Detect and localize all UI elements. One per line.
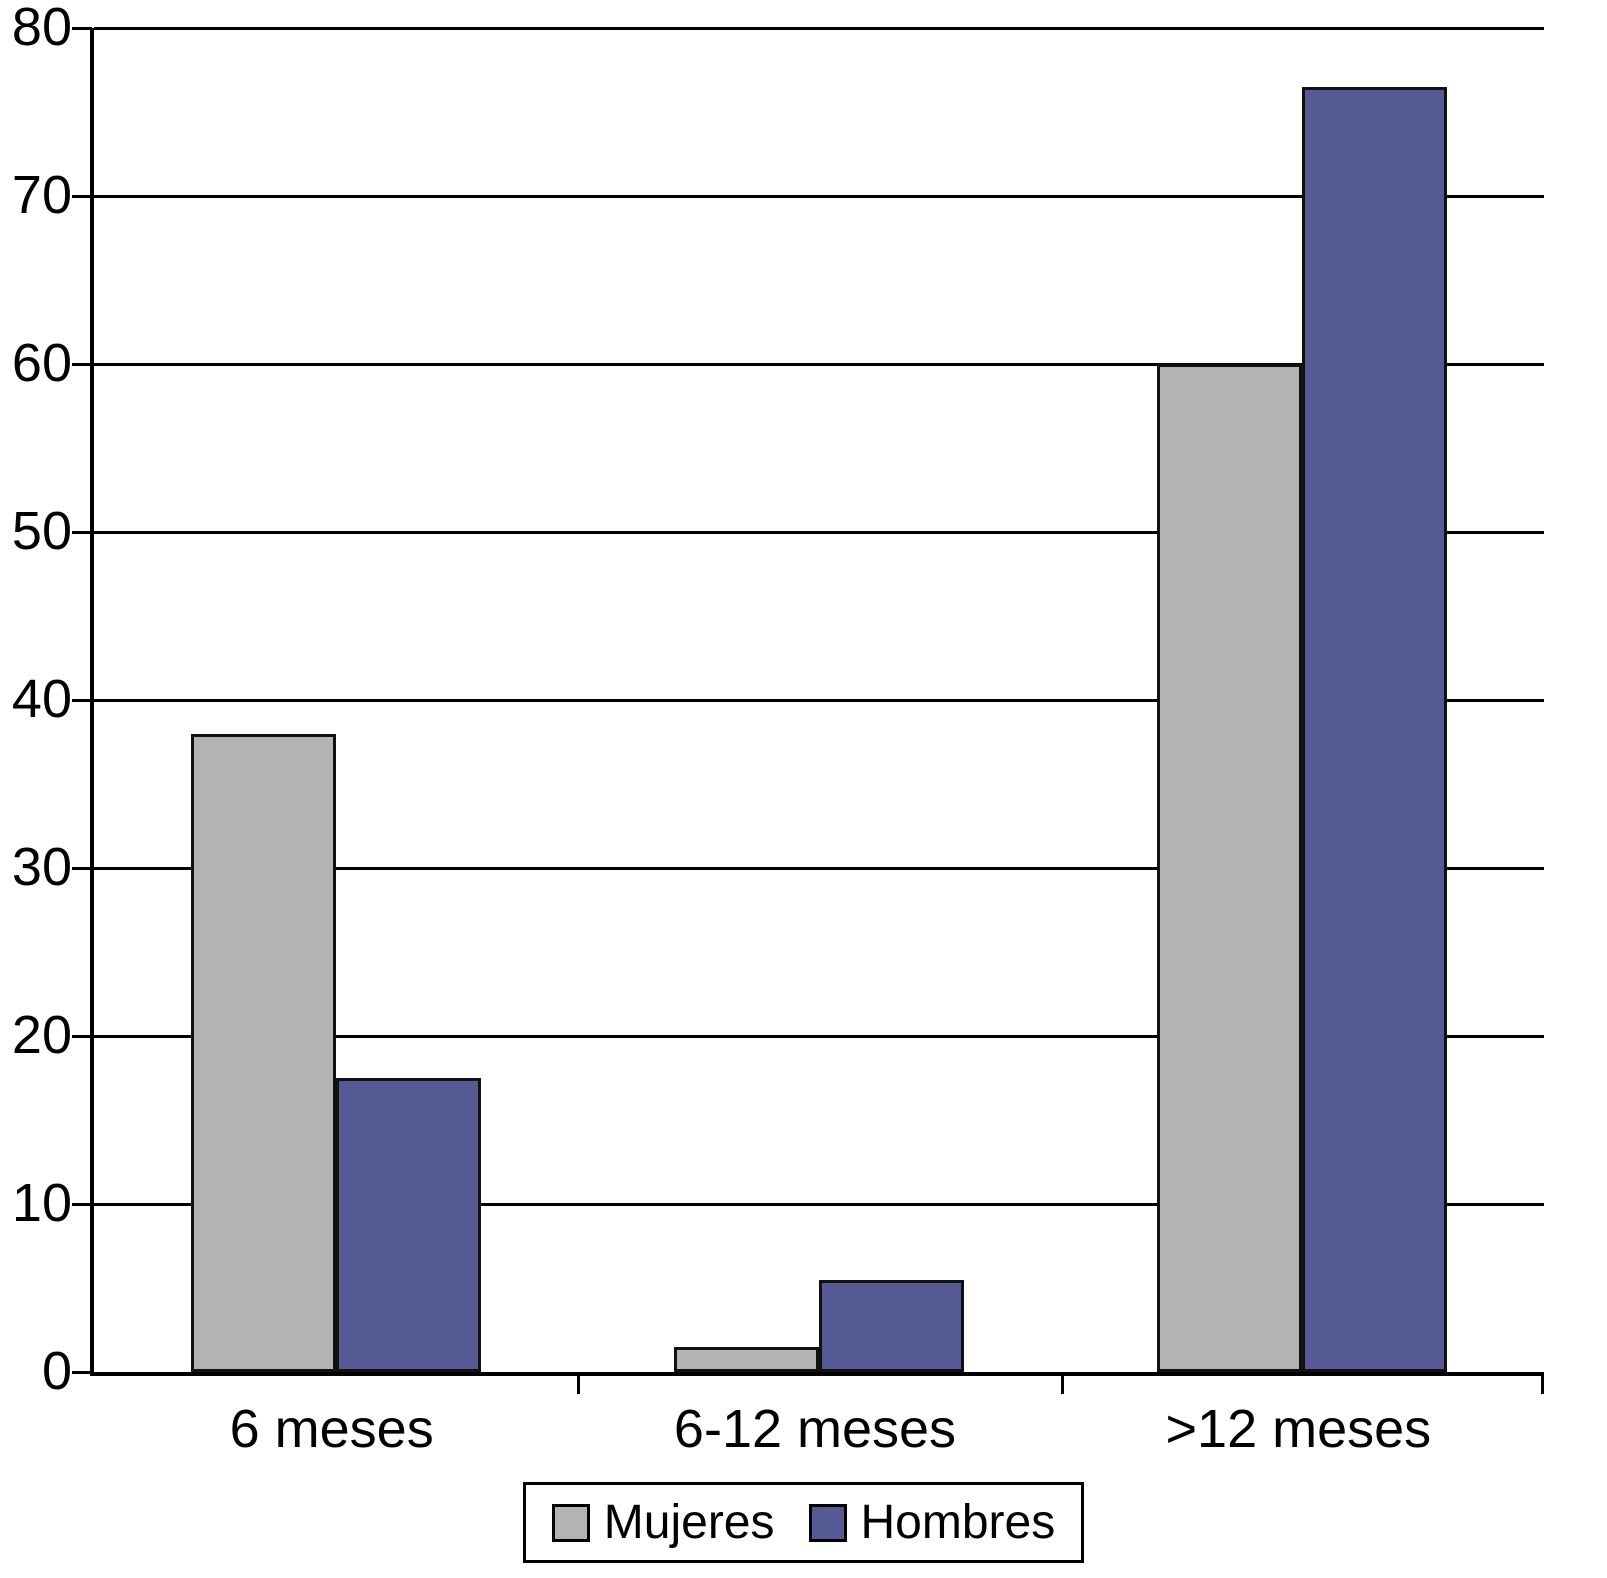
y-tick-10 (72, 1202, 92, 1206)
plot-area (72, 26, 1544, 1394)
y-tick-50 (72, 530, 92, 534)
legend-label-hombres: Hombres (860, 1496, 1056, 1549)
y-axis-label-20: 20 (11, 1004, 72, 1065)
y-tick-60 (72, 362, 92, 366)
x-tick-3 (1541, 1376, 1544, 1394)
y-tick-20 (72, 1034, 92, 1038)
x-tick-1 (577, 1376, 581, 1394)
bar-hombres-2 (819, 1280, 964, 1372)
gridline-40 (94, 698, 1544, 702)
y-axis-label-30: 30 (11, 836, 72, 897)
gridline-20 (94, 1034, 1544, 1038)
bar-mujeres-1 (190, 734, 336, 1372)
y-tick-70 (72, 194, 92, 198)
legend: Mujeres Hombres (522, 1482, 1085, 1563)
y-axis-label-0: 0 (41, 1340, 72, 1401)
y-tick-40 (72, 698, 92, 702)
y-tick-30 (72, 866, 92, 870)
gridline-70 (94, 194, 1544, 198)
gridline-60 (94, 362, 1544, 366)
x-axis-label-3: >12 meses (1165, 1399, 1432, 1459)
legend-swatch-mujeres-icon (551, 1503, 590, 1542)
legend-row: Mujeres Hombres (0, 1482, 1607, 1563)
x-axis-labels: 6 meses 6-12 meses >12 meses (90, 1398, 1540, 1468)
gridline-50 (94, 530, 1544, 534)
legend-item-hombres: Hombres (808, 1495, 1056, 1550)
x-axis-label-1: 6 meses (229, 1399, 434, 1459)
y-tick-80 (72, 26, 92, 30)
x-axis-label-2: 6-12 meses (673, 1399, 957, 1459)
y-axis-label-70: 70 (11, 164, 72, 225)
y-axis-label-40: 40 (11, 668, 72, 729)
y-axis-label-80: 80 (11, 0, 72, 57)
bar-hombres-3 (1302, 87, 1448, 1372)
y-tick-0 (72, 1370, 92, 1374)
legend-swatch-hombres-icon (808, 1503, 847, 1542)
legend-label-mujeres: Mujeres (603, 1496, 775, 1549)
legend-item-mujeres: Mujeres (551, 1495, 775, 1550)
bar-hombres-1 (335, 1078, 481, 1372)
y-axis: 0 10 20 30 40 50 60 70 80 (0, 0, 78, 1401)
gridline-10 (94, 1202, 1544, 1206)
gridline-30 (94, 866, 1544, 870)
y-axis-label-50: 50 (11, 500, 72, 561)
bar-mujeres-2 (674, 1347, 819, 1372)
gridline-80 (94, 26, 1544, 30)
bar-mujeres-3 (1157, 364, 1303, 1372)
y-axis-label-60: 60 (11, 332, 72, 393)
y-axis-label-10: 10 (11, 1172, 72, 1233)
x-tick-2 (1060, 1376, 1064, 1394)
